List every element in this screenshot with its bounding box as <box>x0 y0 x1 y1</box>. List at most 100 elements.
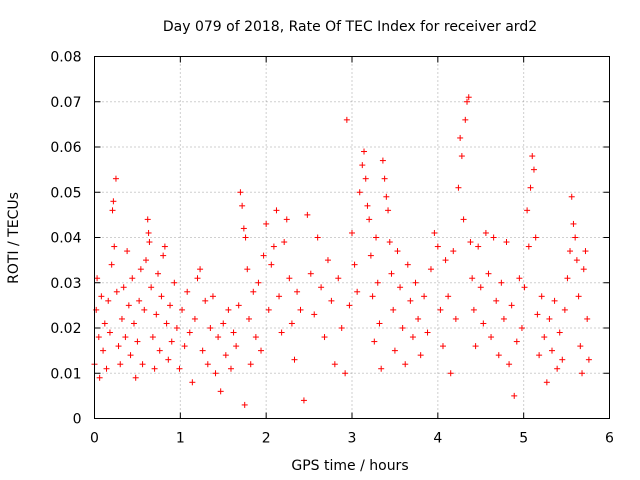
data-point <box>343 116 350 123</box>
data-point <box>132 374 139 381</box>
data-point <box>369 293 376 300</box>
x-axis-label: GPS time / hours <box>291 458 408 474</box>
data-point <box>100 347 107 354</box>
data-point <box>109 207 116 214</box>
data-point <box>388 270 395 277</box>
data-point <box>314 234 321 241</box>
data-point <box>130 320 137 327</box>
data-point <box>500 315 507 322</box>
data-point <box>490 234 497 241</box>
data-point <box>146 239 153 246</box>
data-point <box>480 320 487 327</box>
data-point <box>227 365 234 372</box>
data-point <box>472 343 479 350</box>
data-point <box>145 229 152 236</box>
data-point <box>294 288 301 295</box>
data-point <box>241 401 248 408</box>
data-point <box>137 266 144 273</box>
data-point <box>101 320 108 327</box>
data-point <box>288 320 295 327</box>
data-point <box>529 153 536 160</box>
data-point <box>240 225 247 232</box>
data-point <box>286 275 293 282</box>
data-point <box>361 148 368 155</box>
data-point <box>276 293 283 300</box>
x-tick-label: 3 <box>348 431 357 447</box>
data-point <box>485 270 492 277</box>
data-point <box>381 175 388 182</box>
data-point <box>349 229 355 236</box>
data-point <box>242 234 249 241</box>
data-point <box>156 347 163 354</box>
data-point <box>255 279 262 286</box>
data-point <box>118 315 125 322</box>
data-point <box>346 302 353 309</box>
data-point <box>110 198 117 205</box>
data-point <box>161 243 168 250</box>
data-point <box>399 325 406 331</box>
data-point <box>141 306 148 313</box>
data-point <box>199 347 206 354</box>
data-point <box>134 338 141 345</box>
data-point <box>171 279 178 286</box>
data-point <box>460 216 467 223</box>
data-point <box>167 302 174 309</box>
data-point <box>120 284 127 291</box>
data-point <box>283 216 290 223</box>
data-point <box>207 325 214 331</box>
data-point <box>300 397 307 404</box>
data-point <box>513 338 520 345</box>
data-point <box>371 338 378 345</box>
data-point <box>385 207 392 214</box>
data-point <box>127 352 134 359</box>
data-point <box>508 302 515 309</box>
data-point <box>105 297 112 304</box>
data-point <box>122 334 129 341</box>
data-point <box>525 243 532 250</box>
data-point <box>373 234 380 241</box>
data-point <box>407 297 414 304</box>
data-point <box>151 365 158 372</box>
data-point <box>482 229 489 236</box>
data-point <box>584 315 591 322</box>
data-point <box>153 311 160 318</box>
data-point <box>143 257 149 264</box>
data-point <box>397 284 404 291</box>
y-tick-labels: 0 0.01 0.02 0.03 0.04 0.05 0.06 0.07 0.08 <box>50 50 81 428</box>
data-point <box>297 306 304 313</box>
data-point <box>415 315 422 322</box>
data-point <box>239 202 246 209</box>
data-point <box>111 243 118 250</box>
data-point <box>458 153 465 160</box>
data-point <box>328 297 335 304</box>
data-point <box>464 98 471 105</box>
data-point <box>383 193 390 200</box>
data-point <box>579 370 586 377</box>
x-tick-label: 0 <box>90 431 99 447</box>
data-point <box>573 257 580 264</box>
x-tick-label: 6 <box>605 431 614 447</box>
y-tick-label: 0.01 <box>50 366 81 382</box>
data-point <box>402 361 409 368</box>
data-point <box>307 270 314 277</box>
data-point <box>447 370 454 377</box>
data-point <box>331 361 338 368</box>
data-point <box>564 275 571 282</box>
data-point <box>386 239 393 246</box>
data-point <box>532 234 539 241</box>
x-tick-label: 2 <box>262 431 271 447</box>
chart-title: Day 079 of 2018, Rate Of TEC Index for r… <box>163 19 537 35</box>
data-point <box>351 261 358 268</box>
data-point <box>237 189 244 196</box>
data-point <box>96 374 103 381</box>
data-points <box>91 94 592 408</box>
data-point <box>212 370 219 377</box>
y-tick-label: 0 <box>73 412 82 428</box>
data-point <box>117 361 124 368</box>
y-tick-label: 0.07 <box>50 95 81 111</box>
data-point <box>103 365 110 372</box>
data-point <box>582 248 589 255</box>
data-point <box>321 334 328 341</box>
data-point <box>445 293 452 300</box>
data-point <box>467 239 474 246</box>
